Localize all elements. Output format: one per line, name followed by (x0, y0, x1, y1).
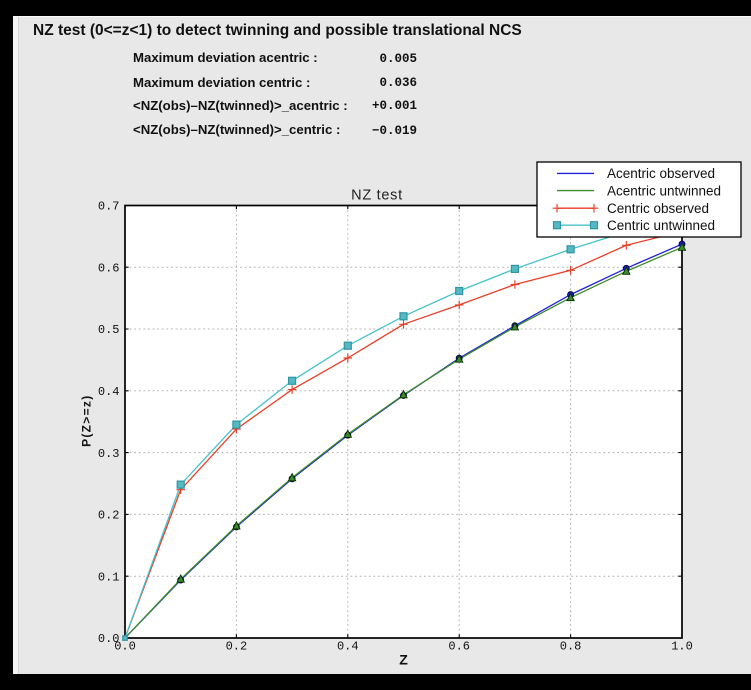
svg-text:Acentric observed: Acentric observed (607, 166, 715, 181)
svg-text:Z: Z (399, 652, 408, 668)
svg-text:0.2: 0.2 (98, 509, 120, 523)
svg-text:0.7: 0.7 (98, 200, 120, 214)
svg-text:NZ test: NZ test (351, 188, 403, 204)
svg-text:0.1: 0.1 (98, 570, 120, 584)
svg-text:0.0: 0.0 (98, 632, 120, 646)
svg-text:Acentric untwinned: Acentric untwinned (607, 183, 721, 198)
svg-text:Centric observed: Centric observed (607, 201, 709, 216)
svg-text:0.6: 0.6 (98, 261, 120, 275)
svg-text:0.3: 0.3 (98, 447, 120, 461)
svg-text:0.8: 0.8 (560, 639, 582, 653)
svg-text:0.2: 0.2 (226, 639, 248, 653)
svg-text:1.0: 1.0 (671, 639, 693, 653)
svg-text:Centric untwinned: Centric untwinned (607, 218, 715, 233)
svg-text:0.4: 0.4 (337, 639, 359, 653)
svg-text:0.6: 0.6 (448, 639, 470, 653)
svg-text:0.0: 0.0 (114, 639, 136, 653)
svg-text:0.5: 0.5 (98, 323, 120, 337)
svg-text:P(Z>=z): P(Z>=z) (80, 394, 94, 446)
svg-text:0.4: 0.4 (98, 385, 120, 399)
